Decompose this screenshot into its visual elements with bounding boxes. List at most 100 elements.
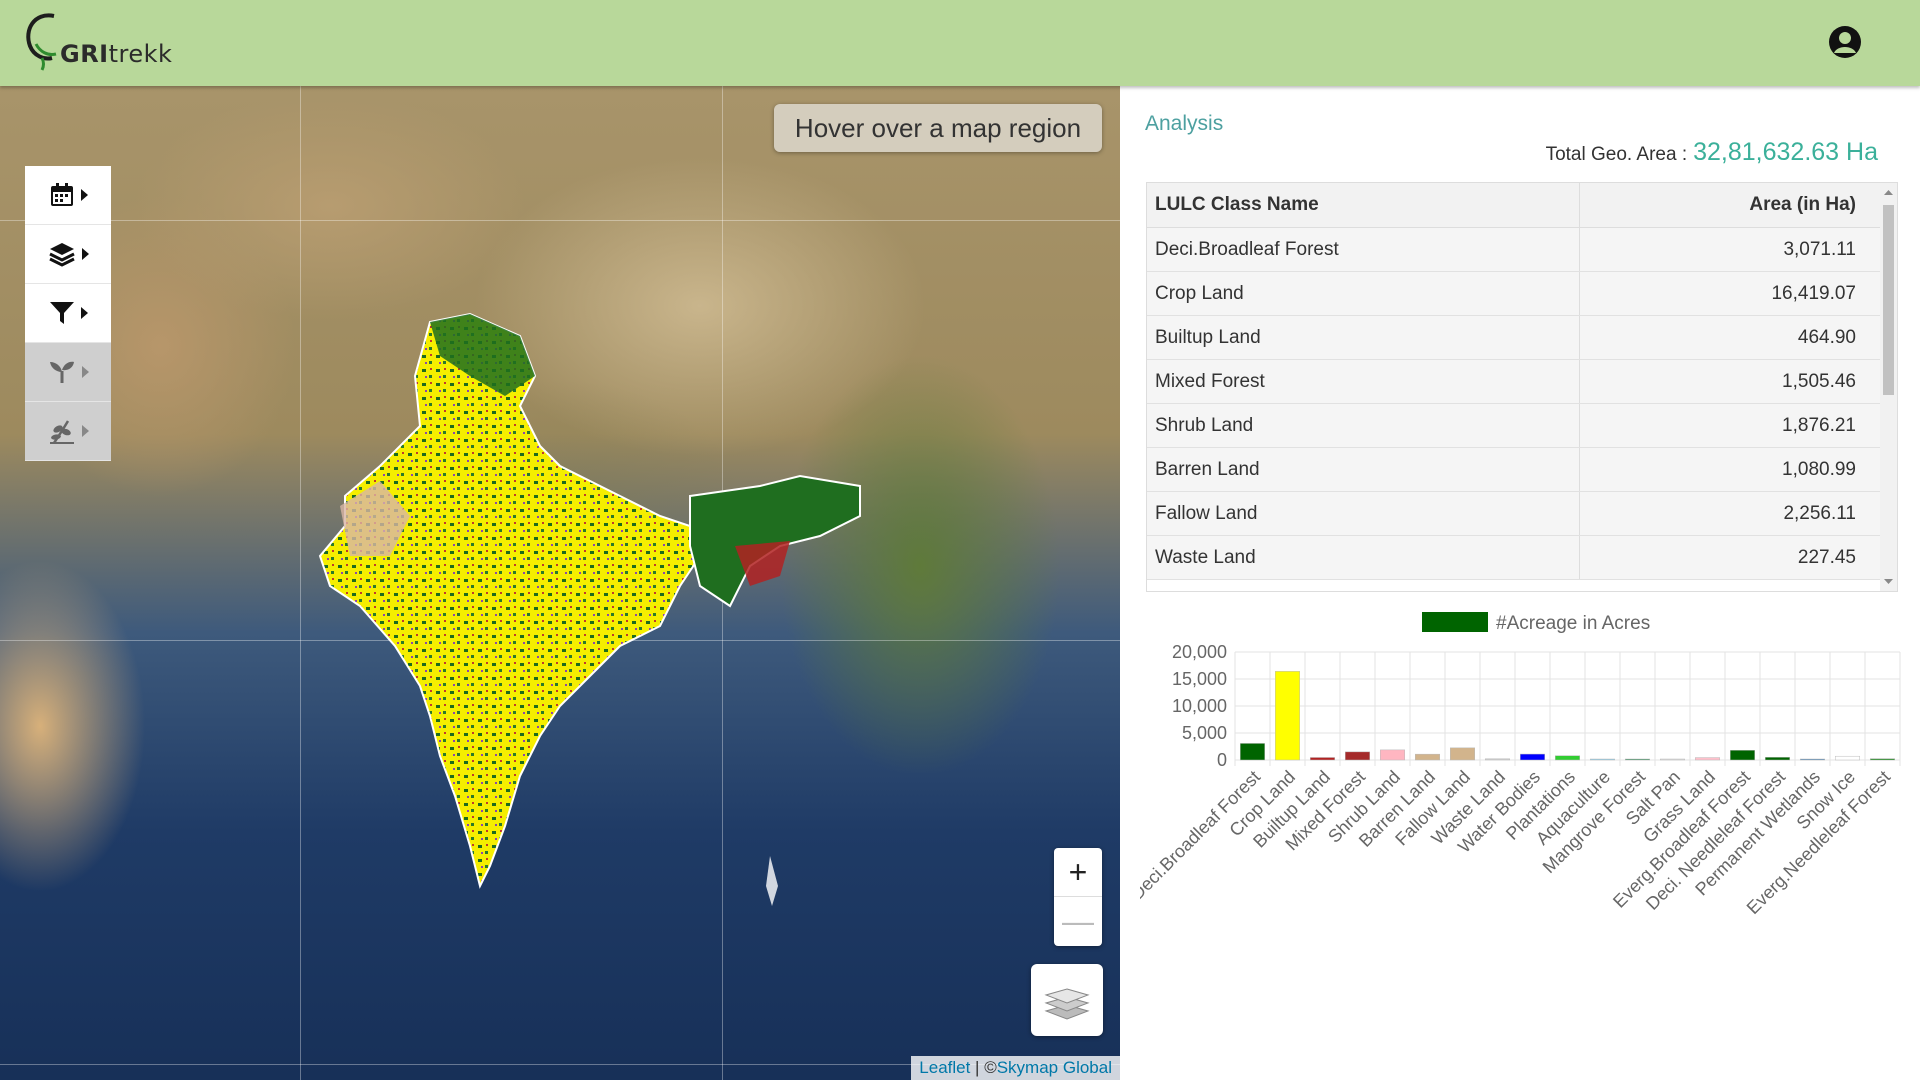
chart-bar[interactable] (1800, 758, 1825, 761)
y-tick-label: 0 (1217, 750, 1227, 770)
chart-bar[interactable] (1695, 757, 1720, 761)
leaflet-link[interactable]: Leaflet (919, 1058, 971, 1077)
chart-bar[interactable] (1310, 757, 1335, 761)
lulc-area: 16,419.07 (1579, 271, 1880, 316)
logo-text: GRItrekk (60, 40, 173, 68)
chart-bar[interactable] (1275, 671, 1300, 761)
table-row[interactable]: Deci.Broadleaf Forest 3,071.11 (1147, 227, 1880, 272)
zoom-in-button[interactable]: + (1068, 853, 1088, 890)
x-tick-label: Deci.Broadleaf Forest (1140, 767, 1264, 904)
table-row[interactable]: Waste Land 227.45 (1147, 535, 1880, 580)
chart-bar[interactable] (1590, 758, 1615, 761)
y-tick-label: 15,000 (1172, 669, 1227, 689)
table-row[interactable]: Builtup Land 464.90 (1147, 315, 1880, 360)
lulc-area: 1,080.99 (1579, 447, 1880, 492)
lulc-area: 1,876.21 (1579, 403, 1880, 448)
chart-bar[interactable] (1380, 749, 1405, 761)
map-view[interactable]: Hover over a map region + — (0, 86, 1120, 1080)
lulc-area: 3,071.11 (1579, 227, 1880, 272)
y-tick-label: 5,000 (1182, 723, 1227, 743)
caret-right-icon (80, 307, 88, 319)
table-header-row: LULC Class Name Area (in Ha) (1147, 183, 1880, 228)
total-geo-area-label: Total Geo. Area : (1545, 144, 1688, 165)
legend-label: #Acreage in Acres (1496, 613, 1650, 634)
acreage-chart: #Acreage in Acres 20,000 15,000 10,000 5,00… (1127, 594, 1910, 1014)
scroll-up-icon[interactable] (1880, 185, 1897, 201)
lulc-class-name: Shrub Land (1147, 403, 1580, 448)
calendar-tool-button[interactable] (25, 166, 111, 225)
zoom-control: + — (1054, 848, 1102, 946)
chart-bar[interactable] (1240, 743, 1265, 761)
caret-right-icon (81, 366, 89, 378)
chart-bar[interactable] (1485, 758, 1510, 761)
chart-bar[interactable] (1450, 747, 1475, 761)
lulc-area: 1,505.46 (1579, 359, 1880, 404)
lulc-class-name: Deci.Broadleaf Forest (1147, 227, 1580, 272)
caret-right-icon (81, 425, 89, 437)
scroll-down-icon[interactable] (1880, 573, 1897, 589)
map-graticule (0, 220, 1120, 221)
chart-bar[interactable] (1555, 755, 1580, 761)
lulc-class-name: Mixed Forest (1147, 359, 1580, 404)
chart-bar[interactable] (1660, 758, 1685, 761)
basemap-layers-button[interactable] (1031, 964, 1103, 1036)
logo-mark-icon (22, 12, 66, 72)
northeast-region-map[interactable] (689, 474, 861, 608)
scrollbar-thumb[interactable] (1883, 205, 1894, 395)
analysis-panel: Analysis Total Geo. Area : 32,81,632.63 … (1120, 86, 1920, 1080)
map-graticule (0, 1064, 1120, 1065)
stacked-layers-icon (1044, 988, 1090, 1020)
chart-bar[interactable] (1765, 757, 1790, 761)
lulc-area: 2,256.11 (1579, 491, 1880, 536)
chart-bar[interactable] (1870, 758, 1895, 761)
acreage-bar-chart: #Acreage in Acres 20,000 15,000 10,000 5,00… (1127, 612, 1901, 918)
app-header: GRItrekk (0, 0, 1920, 86)
lulc-table: LULC Class Name Area (in Ha) Deci.Broadl… (1147, 183, 1880, 580)
lulc-class-name: Builtup Land (1147, 315, 1580, 360)
india-lulc-overlay[interactable] (0, 86, 1120, 1080)
table-row[interactable]: Mixed Forest 1,505.46 (1147, 359, 1880, 404)
caret-right-icon (80, 189, 88, 201)
map-attribution: Leaflet | ©Skymap Global (911, 1056, 1120, 1080)
chart-bar[interactable] (1520, 753, 1545, 761)
chart-bar[interactable] (1835, 755, 1860, 761)
seedling-tool-button[interactable] (25, 343, 111, 402)
zoom-out-button[interactable]: — (1054, 896, 1102, 945)
india-region-map[interactable] (318, 312, 702, 889)
table-row[interactable]: Barren Land 1,080.99 (1147, 447, 1880, 492)
chart-bar[interactable] (1415, 753, 1440, 761)
filter-tool-button[interactable] (25, 284, 111, 343)
table-row[interactable]: Crop Land 16,419.07 (1147, 271, 1880, 316)
lulc-class-name: Fallow Land (1147, 491, 1580, 536)
lulc-area: 227.45 (1579, 535, 1880, 580)
table-row[interactable]: Fallow Land 2,256.11 (1147, 491, 1880, 536)
chart-bar[interactable] (1625, 758, 1650, 761)
column-header-class-name[interactable]: LULC Class Name (1147, 183, 1580, 228)
plant-icon (49, 420, 74, 444)
skymap-link[interactable]: Skymap Global (996, 1058, 1112, 1077)
lulc-table-container[interactable]: LULC Class Name Area (in Ha) Deci.Broadl… (1146, 182, 1898, 592)
table-scrollbar[interactable] (1880, 183, 1897, 591)
lulc-class-name: Crop Land (1147, 271, 1580, 316)
map-toolbar (25, 166, 111, 461)
total-geo-area: Total Geo. Area : 32,81,632.63 Ha (1546, 138, 1878, 167)
total-geo-area-value: 32,81,632.63 Ha (1693, 138, 1878, 166)
legend-swatch[interactable] (1422, 612, 1488, 632)
layers-tool-button[interactable] (25, 225, 111, 284)
map-hover-info: Hover over a map region (774, 104, 1102, 152)
filter-icon (49, 302, 74, 324)
y-tick-label: 10,000 (1172, 696, 1227, 716)
chart-bar[interactable] (1345, 751, 1370, 761)
table-row[interactable]: Shrub Land 1,876.21 (1147, 403, 1880, 448)
column-header-area[interactable]: Area (in Ha) (1579, 183, 1880, 228)
lulc-class-name: Barren Land (1147, 447, 1580, 492)
chart-bar[interactable] (1730, 750, 1755, 761)
y-tick-label: 20,000 (1172, 642, 1227, 662)
app-logo[interactable]: GRItrekk (22, 12, 172, 72)
seedling-icon (49, 361, 74, 383)
map-graticule (300, 86, 301, 1080)
lulc-area: 464.90 (1579, 315, 1880, 360)
plant-tool-button[interactable] (25, 402, 111, 461)
calendar-icon (50, 183, 73, 206)
account-icon[interactable] (1828, 25, 1862, 59)
